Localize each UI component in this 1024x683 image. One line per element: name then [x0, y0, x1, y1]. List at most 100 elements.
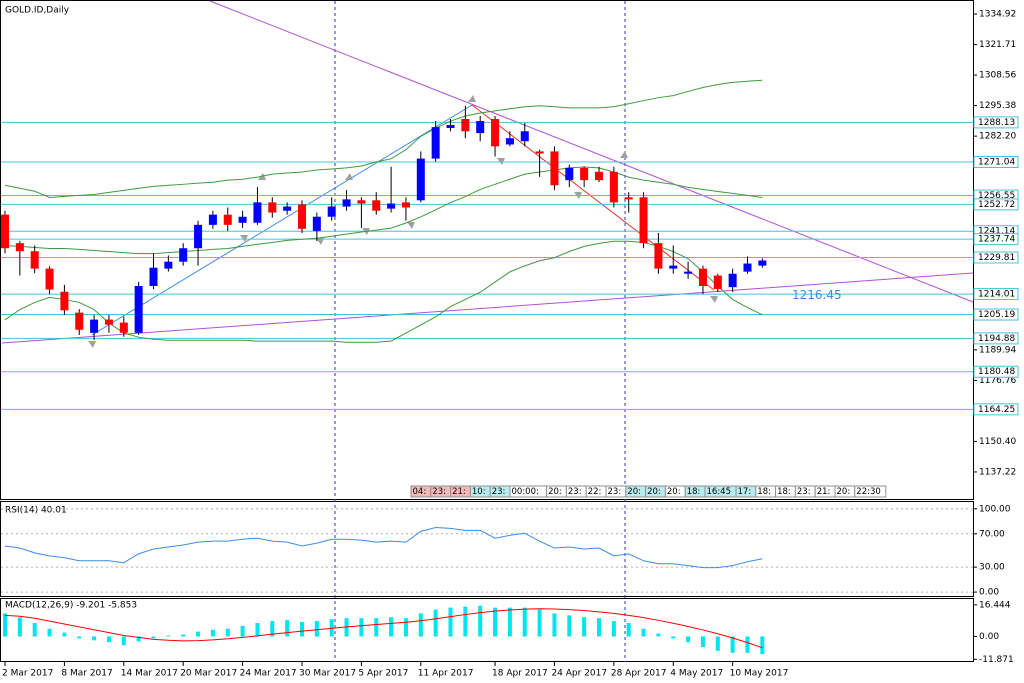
level-label-box [973, 233, 1019, 246]
period-separators [334, 1, 626, 662]
macd-bar [507, 607, 512, 637]
candle-body [90, 319, 99, 333]
candle-body [461, 118, 470, 132]
level-label-box [973, 116, 1019, 129]
fractal-down [710, 296, 718, 303]
panel-frames [0, 0, 974, 662]
macd-bar [418, 613, 423, 637]
candle-body [401, 202, 410, 208]
macd-bar [567, 615, 572, 637]
level-label: 1180.48 [978, 367, 1015, 377]
macd-bar [730, 636, 735, 653]
macd-bar [478, 605, 483, 637]
macd-title: MACD(12,26,9) -9.201 -5.853 [5, 601, 137, 611]
candle-body [609, 171, 618, 203]
candle-body [476, 121, 485, 134]
level-label-box [973, 332, 1019, 345]
macd-bar [656, 633, 661, 637]
price-annotation: 1216.45 [792, 288, 842, 302]
candle-body [134, 285, 143, 333]
x-tick-label: 20 Mar 2017 [180, 669, 237, 679]
candle-body [728, 273, 737, 288]
bollinger-band [4, 79, 763, 199]
session-time: 10: [472, 487, 486, 497]
candle-body [30, 251, 39, 269]
candle-body [342, 199, 351, 207]
macd-bar [403, 618, 408, 637]
macd-bar [196, 631, 201, 637]
macd-bar [255, 623, 260, 637]
y-tick-label: 16.444 [979, 600, 1011, 610]
candle-body [283, 206, 292, 211]
x-tick-label: 18 Apr 2017 [492, 669, 548, 679]
candle-body [684, 271, 693, 274]
candle-body [372, 200, 381, 211]
x-tick-label: 24 Mar 2017 [240, 669, 297, 679]
session-time: 20: [647, 487, 661, 497]
candle-body [45, 268, 54, 290]
candle-body [387, 203, 396, 209]
session-time: 23: [797, 487, 811, 497]
candle-body [669, 265, 678, 269]
session-time: 23: [608, 487, 622, 497]
macd-bar [493, 607, 498, 637]
candle-body [595, 171, 603, 181]
candle-body [431, 127, 440, 159]
candle-body [624, 197, 633, 200]
session-time: 04: [413, 487, 427, 497]
level-label: 1237.74 [978, 235, 1015, 245]
candle-body [327, 206, 336, 217]
candle-body [268, 202, 277, 213]
x-tick-label: 4 May 2017 [670, 669, 723, 679]
candle-body [505, 138, 514, 145]
candle-body [149, 267, 158, 286]
candle-body [60, 291, 69, 311]
level-label-box [973, 251, 1019, 264]
session-time: 18: [687, 487, 701, 497]
level-label: 1214.01 [978, 290, 1015, 300]
y-tick-label: 70.00 [979, 529, 1005, 539]
y-tick-label: 0.00 [979, 588, 999, 598]
macd-bar [686, 636, 691, 643]
macd-bar [448, 607, 453, 637]
y-tick-label: 0.00 [979, 632, 999, 642]
macd-bar [641, 628, 646, 637]
candle-body [1, 214, 9, 249]
fractal-down [240, 235, 248, 242]
candle-body [223, 214, 232, 225]
session-time: 20: [667, 487, 681, 497]
candle-body [446, 125, 455, 129]
candle-body [758, 260, 767, 266]
candle-body [15, 243, 24, 252]
macd-bar [181, 634, 186, 637]
session-time: 22:30 [856, 487, 881, 497]
macd-bar [106, 636, 111, 643]
session-time: 23: [568, 487, 582, 497]
macd-bar [47, 628, 52, 637]
macd-bar [671, 636, 676, 639]
session-time: 23: [492, 487, 506, 497]
macd-bar [166, 635, 171, 637]
macd-bar [745, 636, 750, 653]
macd-bar [62, 632, 67, 637]
y-tick-label: 1334.92 [979, 10, 1016, 20]
macd-bar [552, 613, 557, 637]
x-tick-label: 14 Mar 2017 [121, 669, 178, 679]
session-time: 00:00: [512, 487, 539, 497]
macd-bar [151, 636, 156, 639]
candle-body [713, 275, 722, 290]
level-label-box [973, 155, 1019, 168]
session-time: 20: [548, 487, 562, 497]
macd-bar [522, 607, 527, 637]
trendline [209, 0, 974, 303]
level-label-box [973, 365, 1019, 378]
candle-body [312, 216, 321, 231]
level-label: 1194.88 [978, 334, 1015, 344]
candle-body [535, 151, 544, 154]
level-label-box [973, 403, 1019, 416]
session-time: 20: [627, 487, 641, 497]
session-time: 20: [837, 487, 851, 497]
y-tick-label: 1176.76 [979, 376, 1016, 386]
macd-bar [225, 628, 230, 637]
